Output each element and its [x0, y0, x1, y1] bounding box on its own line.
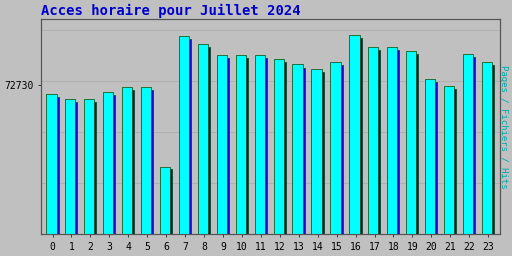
- Bar: [273, 59, 284, 234]
- Bar: [217, 55, 227, 234]
- Bar: [301, 68, 305, 234]
- Bar: [387, 47, 397, 234]
- Bar: [482, 62, 492, 234]
- Y-axis label: Pages / Fichiers / Hits: Pages / Fichiers / Hits: [499, 65, 508, 189]
- Bar: [198, 44, 208, 234]
- Bar: [414, 54, 418, 234]
- Bar: [46, 94, 56, 234]
- Bar: [179, 36, 189, 234]
- Bar: [92, 102, 96, 234]
- Bar: [319, 72, 324, 234]
- Bar: [130, 90, 134, 234]
- Bar: [122, 87, 132, 234]
- Bar: [244, 58, 248, 234]
- Bar: [73, 102, 77, 234]
- Bar: [65, 99, 75, 234]
- Bar: [168, 169, 172, 234]
- Bar: [425, 79, 435, 234]
- Bar: [55, 97, 58, 234]
- Bar: [376, 50, 380, 234]
- Bar: [225, 58, 229, 234]
- Bar: [444, 86, 454, 234]
- Bar: [236, 55, 246, 234]
- Bar: [141, 87, 151, 234]
- Bar: [471, 57, 475, 234]
- Bar: [330, 62, 340, 234]
- Bar: [103, 92, 113, 234]
- Bar: [160, 167, 170, 234]
- Bar: [357, 38, 361, 234]
- Bar: [311, 69, 322, 234]
- Bar: [406, 51, 416, 234]
- Bar: [490, 66, 494, 234]
- Bar: [206, 47, 210, 234]
- Bar: [292, 65, 303, 234]
- Bar: [433, 82, 437, 234]
- Bar: [84, 99, 94, 234]
- Text: Acces horaire pour Juillet 2024: Acces horaire pour Juillet 2024: [41, 4, 301, 18]
- Bar: [111, 95, 115, 234]
- Bar: [452, 89, 456, 234]
- Bar: [149, 90, 153, 234]
- Bar: [463, 54, 473, 234]
- Bar: [368, 47, 378, 234]
- Bar: [338, 66, 343, 234]
- Bar: [254, 55, 265, 234]
- Bar: [263, 58, 267, 234]
- Bar: [282, 62, 286, 234]
- Bar: [349, 35, 359, 234]
- Bar: [395, 50, 399, 234]
- Bar: [187, 39, 191, 234]
